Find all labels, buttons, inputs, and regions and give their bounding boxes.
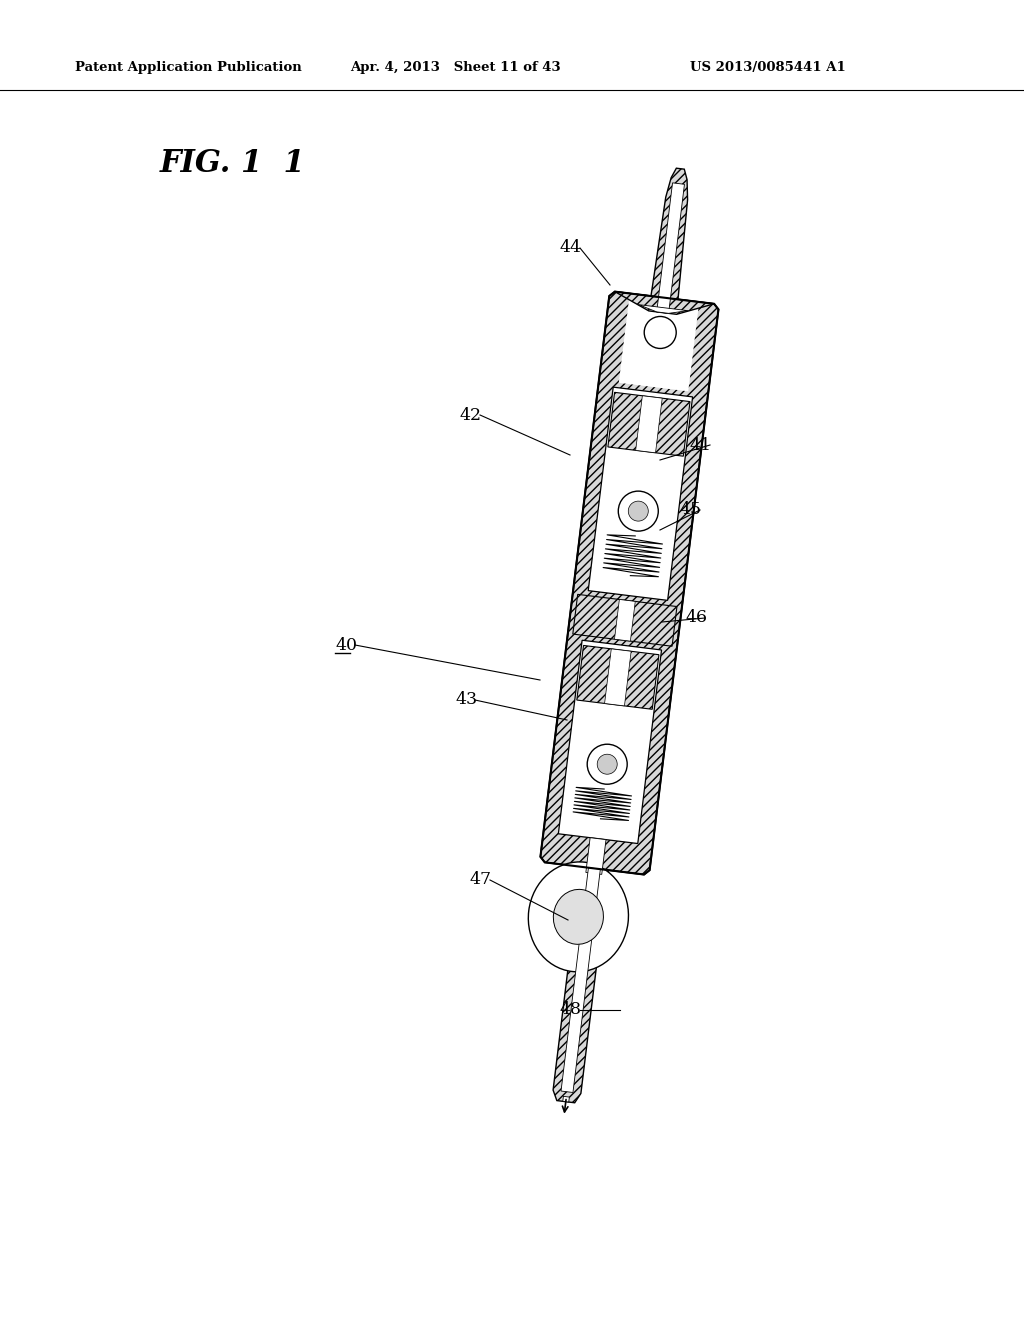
Circle shape [597,754,617,775]
Polygon shape [577,645,658,709]
Polygon shape [586,838,606,874]
Polygon shape [541,292,719,875]
Text: 43: 43 [455,692,477,709]
Polygon shape [636,396,663,453]
Polygon shape [558,640,662,843]
Text: Patent Application Publication: Patent Application Publication [75,62,302,74]
Polygon shape [614,292,714,314]
Text: Apr. 4, 2013   Sheet 11 of 43: Apr. 4, 2013 Sheet 11 of 43 [350,62,560,74]
Polygon shape [608,392,690,457]
Polygon shape [638,305,688,313]
Text: FIG. 1  1: FIG. 1 1 [160,148,306,180]
Ellipse shape [553,890,603,944]
Text: 48: 48 [560,1002,582,1019]
Text: 42: 42 [460,407,482,424]
Text: US 2013/0085441 A1: US 2013/0085441 A1 [690,62,846,74]
Polygon shape [572,594,677,647]
Polygon shape [614,599,635,642]
Ellipse shape [528,862,629,972]
Text: 46: 46 [685,610,707,627]
Circle shape [587,744,628,784]
Circle shape [644,317,676,348]
Circle shape [629,502,648,521]
Polygon shape [561,867,600,1093]
Polygon shape [656,183,684,313]
Text: 45: 45 [680,502,702,519]
Polygon shape [588,387,692,601]
Polygon shape [604,649,631,706]
Circle shape [618,491,658,531]
Text: 47: 47 [470,871,493,888]
Text: 40: 40 [335,636,357,653]
Text: 44: 44 [560,239,582,256]
Text: 41: 41 [690,437,712,454]
Polygon shape [563,1097,569,1102]
Polygon shape [649,168,687,314]
Polygon shape [618,298,698,391]
Polygon shape [553,867,608,1102]
